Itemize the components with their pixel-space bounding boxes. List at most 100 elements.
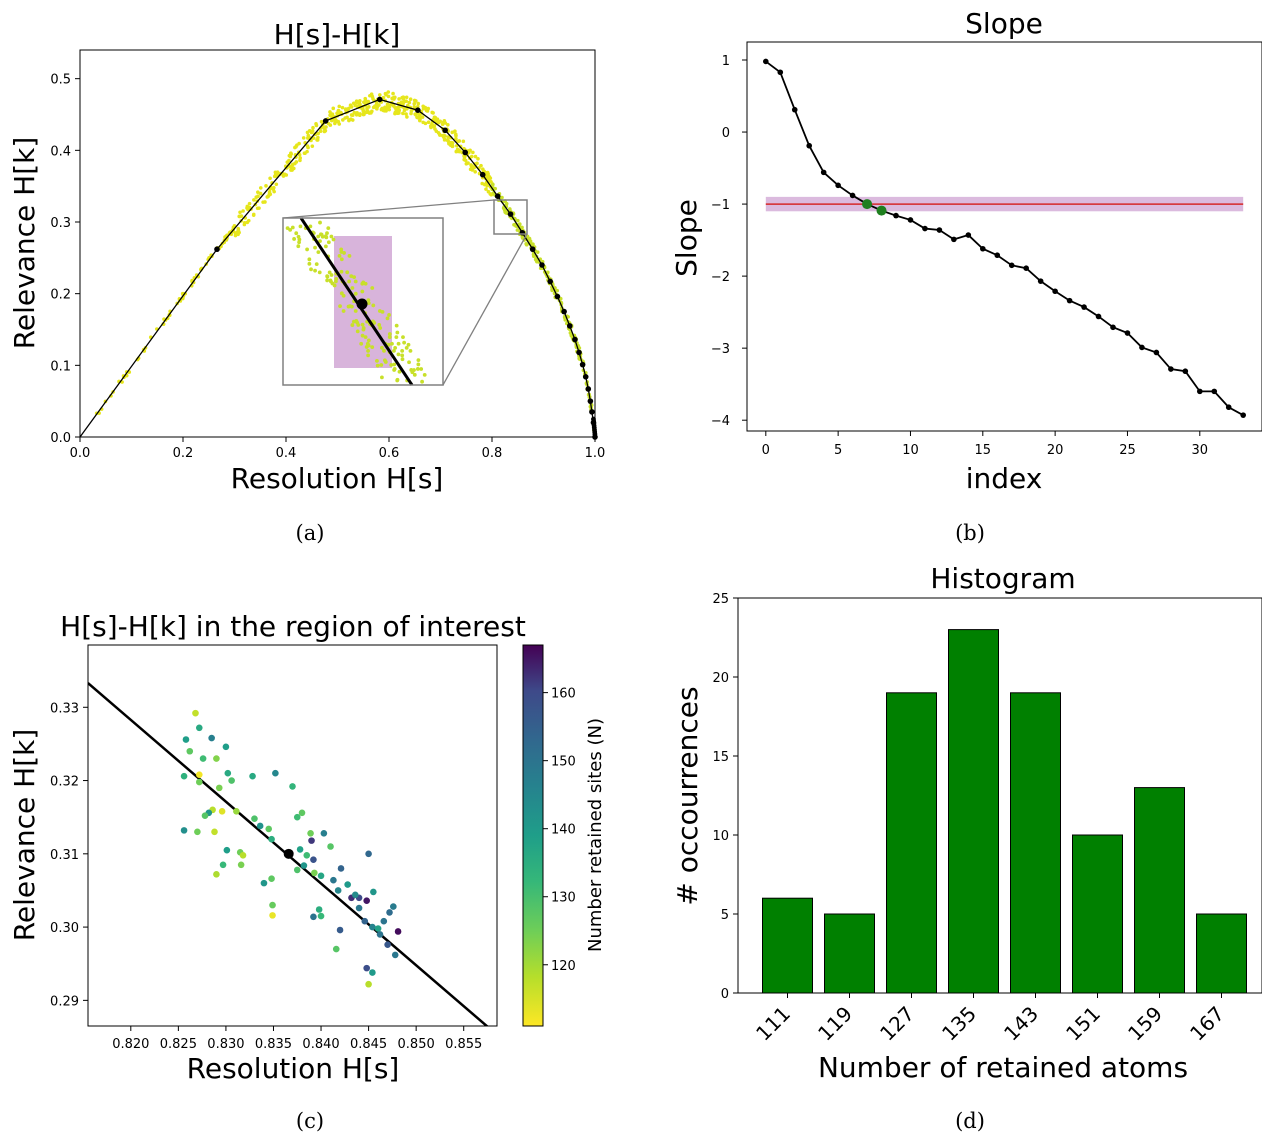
y-tick-label: 20 [712,671,729,686]
slope-marker [1081,304,1087,310]
panel-d-y-label: # occourrences [671,686,704,905]
scatter-point [350,118,355,122]
caption-c: (c) [296,1109,324,1133]
scatter-point [298,156,302,160]
scatter-point [260,879,268,887]
scatter-point [208,734,215,742]
scatter-point [397,97,401,101]
inset-scatter-point [323,234,328,239]
inset-scatter-point [345,270,350,275]
scatter-point [266,194,271,198]
slope-marker [1052,288,1058,295]
scatter-point [251,815,258,822]
scatter-point [489,179,493,184]
inset-scatter-point [350,323,355,327]
inset-scatter-point [420,379,424,384]
scatter-point [515,228,520,232]
inset-scatter-point [395,378,400,383]
scatter-point [412,101,417,106]
scatter-point [371,105,376,110]
x-tick-label: 127 [875,1002,919,1046]
inset-scatter-point [371,303,376,308]
slope-marker [806,142,813,149]
scatter-point [370,94,375,99]
scatter-point [233,808,240,815]
scatter-point [310,856,317,863]
inset-scatter-point [328,278,333,283]
scatter-point [361,917,369,925]
panel-a-y-label: Relevance H[k] [8,137,41,350]
inset-scatter-point [390,341,394,346]
scatter-point [351,891,359,899]
scatter-point [473,170,478,174]
x-tick-label: 0.6 [379,446,400,461]
scatter-point [486,172,490,176]
panel-a-zoom-connector-top [282,199,495,219]
scatter-point [408,97,413,101]
scatter-point [479,163,483,168]
scatter-point [201,812,209,820]
scatter-point [486,189,491,194]
scatter-point [256,822,264,830]
scatter-point [349,113,354,117]
inset-scatter-point [412,372,417,377]
slope-marker [1037,278,1044,284]
inset-scatter-point [400,357,405,362]
scatter-point [267,190,272,194]
inset-scatter-point [326,226,331,231]
inset-scatter-point [422,372,427,377]
panel-b-y-ticks: 1 0 −1 −2 −3 −4 [711,54,747,429]
scatter-point [462,157,466,162]
scatter-point [223,846,231,854]
scatter-point [192,709,199,717]
scatter-point [378,93,382,97]
scatter-point [361,106,365,111]
x-tick-label: 0.8 [482,446,503,461]
inset-scatter-point [419,367,424,371]
x-tick-label: 0.0 [70,446,91,461]
scatter-point [346,106,351,111]
x-tick-label: 0.850 [398,1037,435,1052]
scatter-point [516,218,520,223]
x-tick-label: 5 [834,443,842,458]
scatter-point [329,118,334,123]
x-tick-label: 119 [813,1002,857,1046]
inset-scatter-point [297,237,302,242]
inset-scatter-point [360,289,365,294]
slope-marker [1139,344,1145,351]
scatter-point [320,830,328,837]
curve-marker [539,262,545,268]
scatter-point [331,106,336,111]
scatter-point [211,828,218,836]
inset-scatter-point [360,333,365,338]
scatter-point [484,187,488,191]
inset-scatter-point [386,342,391,347]
inset-scatter-point [325,278,330,283]
scatter-point [305,130,310,135]
scatter-point [195,771,203,778]
inset-scatter-point [378,326,383,330]
inset-scatter-point [363,335,368,340]
scatter-point [341,118,345,122]
inset-scatter-point [366,349,370,353]
panel-c-x-ticks: 0.820 0.825 0.830 0.835 0.840 0.845 0.850 0.855 [112,1026,482,1052]
slope-marker [777,69,784,76]
inset-scatter-point [366,353,371,358]
scatter-point [340,105,345,110]
y-tick-label: 15 [712,750,729,765]
slope-marker [907,217,914,223]
scatter-point [443,134,447,138]
highlighted-slope-marker [862,199,873,210]
scatter-point [242,221,247,225]
x-tick-label: 0.2 [173,446,194,461]
inset-scatter-point [332,283,337,288]
scatter-point [305,144,310,148]
scatter-point [437,132,442,137]
scatter-point [186,747,194,755]
scatter-point [369,969,376,976]
inset-scatter-point [342,251,346,255]
scatter-point [404,95,409,100]
panel-c-frame [87,644,498,1027]
scatter-point [237,861,245,869]
curve-marker [587,398,594,404]
